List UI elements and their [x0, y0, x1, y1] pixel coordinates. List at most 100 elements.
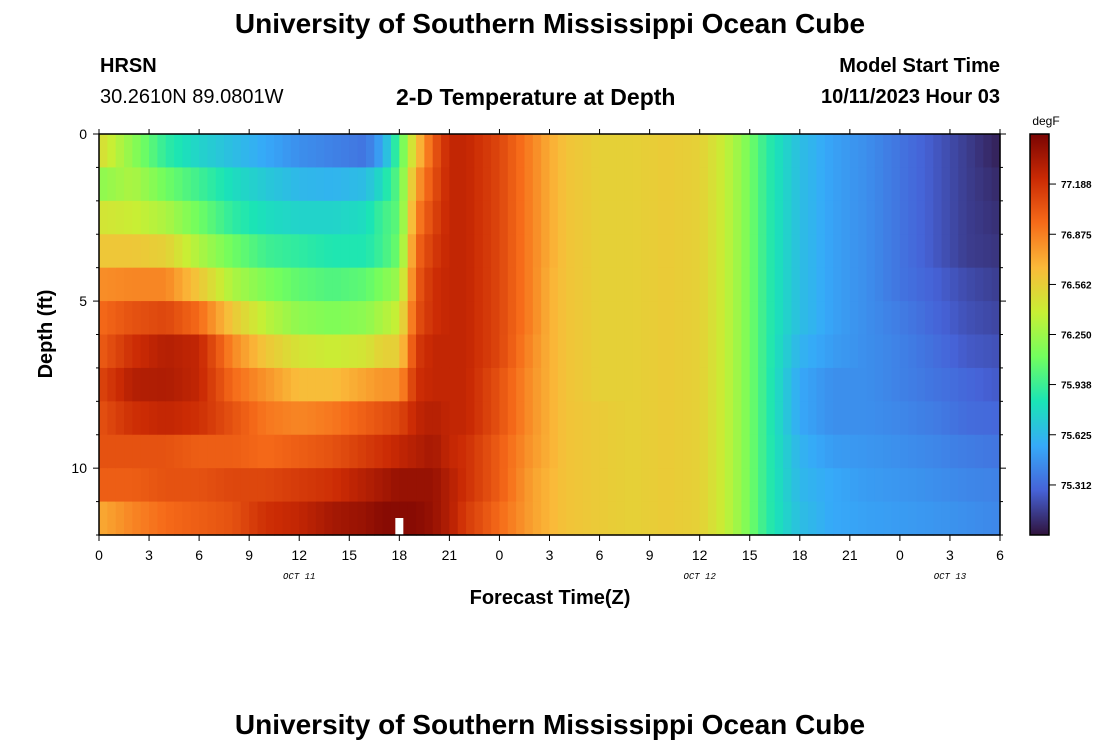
heatmap-cell [566, 301, 576, 336]
heatmap-cell [924, 301, 934, 336]
heatmap-cell [632, 468, 642, 503]
heatmap-cell [532, 334, 542, 369]
heatmap-cell [733, 267, 742, 302]
heatmap-cell [432, 334, 442, 369]
heatmap-cell [491, 434, 501, 469]
heatmap-cell [357, 334, 367, 369]
heatmap-cell [657, 234, 667, 269]
heatmap-cell [991, 468, 1001, 503]
heatmap-cell [674, 501, 684, 536]
heatmap-cell [449, 367, 459, 402]
heatmap-cell [841, 167, 851, 202]
date-label: OCT 12 [683, 572, 716, 582]
heatmap-cell [140, 200, 150, 235]
heatmap-cell [891, 501, 901, 536]
heatmap-cell [432, 234, 442, 269]
heatmap-cell [240, 301, 250, 336]
heatmap-cell [708, 167, 717, 202]
heatmap-cell [599, 367, 609, 402]
heatmap-cell [582, 167, 592, 202]
heatmap-cell [624, 134, 634, 169]
colorbar: degF 77.188 76.875 76.562 76.250 75.938 75.62… [1029, 114, 1092, 536]
heatmap-cell [474, 434, 484, 469]
heatmap-cell [799, 334, 809, 369]
heatmap-cell [407, 301, 417, 336]
heatmap-cell [949, 401, 959, 436]
heatmap-cell [766, 234, 776, 269]
heatmap-cell [916, 134, 926, 169]
heatmap-cell [766, 501, 776, 536]
heatmap-cell [466, 200, 476, 235]
heatmap-cell [808, 301, 818, 336]
heatmap-cell [824, 367, 834, 402]
heatmap-cell [674, 334, 684, 369]
heatmap-cell [833, 434, 843, 469]
heatmap-cell [741, 367, 751, 402]
heatmap-cell [774, 134, 784, 169]
heatmap-cell [632, 200, 642, 235]
heatmap-cell [974, 167, 984, 202]
heatmap-cell [933, 267, 943, 302]
heatmap-cell [766, 468, 776, 503]
heatmap-cell [315, 401, 325, 436]
heatmap-cell [966, 468, 976, 503]
colorbar-tick-label: 75.938 [1061, 381, 1092, 392]
heatmap-cell [991, 501, 1001, 536]
heatmap-cell [257, 301, 267, 336]
heatmap-cell [682, 301, 692, 336]
heatmap-cell [165, 401, 175, 436]
heatmap-cell [799, 167, 809, 202]
heatmap-cell [257, 501, 267, 536]
heatmap-cell [516, 234, 526, 269]
heatmap-cell [691, 434, 701, 469]
heatmap-cell [441, 367, 450, 402]
heatmap-cell [741, 334, 751, 369]
heatmap-cell [933, 167, 943, 202]
heatmap-cell [774, 501, 784, 536]
heatmap-cell [332, 367, 342, 402]
heatmap-cell [674, 401, 684, 436]
heatmap-cell [474, 200, 484, 235]
heatmap-cell [507, 234, 517, 269]
heatmap-cell [99, 501, 108, 536]
heatmap-cell [599, 134, 609, 169]
heatmap-cell [791, 401, 801, 436]
heatmap-cell [124, 501, 133, 536]
heatmap-cell [199, 367, 209, 402]
heatmap-cell [357, 267, 367, 302]
heatmap-cell [916, 301, 926, 336]
heatmap-cell [816, 200, 826, 235]
heatmap-cell [482, 468, 492, 503]
heatmap-cell [407, 167, 417, 202]
heatmap-cell [549, 401, 559, 436]
heatmap-cell [99, 134, 108, 169]
heatmap-cell [616, 501, 626, 536]
heatmap-cell [607, 468, 617, 503]
heatmap-cell [466, 301, 476, 336]
heatmap-cell [883, 468, 893, 503]
heatmap-cell [199, 401, 209, 436]
heatmap-cell [833, 301, 843, 336]
heatmap-cell [140, 367, 150, 402]
heatmap-cell [641, 167, 651, 202]
heatmap-cell [132, 501, 142, 536]
heatmap-cell [499, 200, 509, 235]
heatmap-cell [557, 301, 567, 336]
heatmap-cell [474, 167, 484, 202]
heatmap-cell [232, 401, 242, 436]
heatmap-cell [758, 167, 767, 202]
heatmap-cell [641, 234, 651, 269]
heatmap-cell [924, 234, 934, 269]
heatmap-cell [524, 200, 534, 235]
heatmap-cell [199, 501, 209, 536]
heatmap-cell [282, 401, 292, 436]
heatmap-cell [349, 200, 359, 235]
heatmap-cell [132, 334, 142, 369]
heatmap-cell [883, 367, 893, 402]
heatmap-cell [624, 434, 634, 469]
heatmap-cell [107, 468, 117, 503]
heatmap-cell [949, 501, 959, 536]
heatmap-cell [532, 134, 542, 169]
heatmap-cell [624, 367, 634, 402]
heatmap-cell [591, 501, 601, 536]
